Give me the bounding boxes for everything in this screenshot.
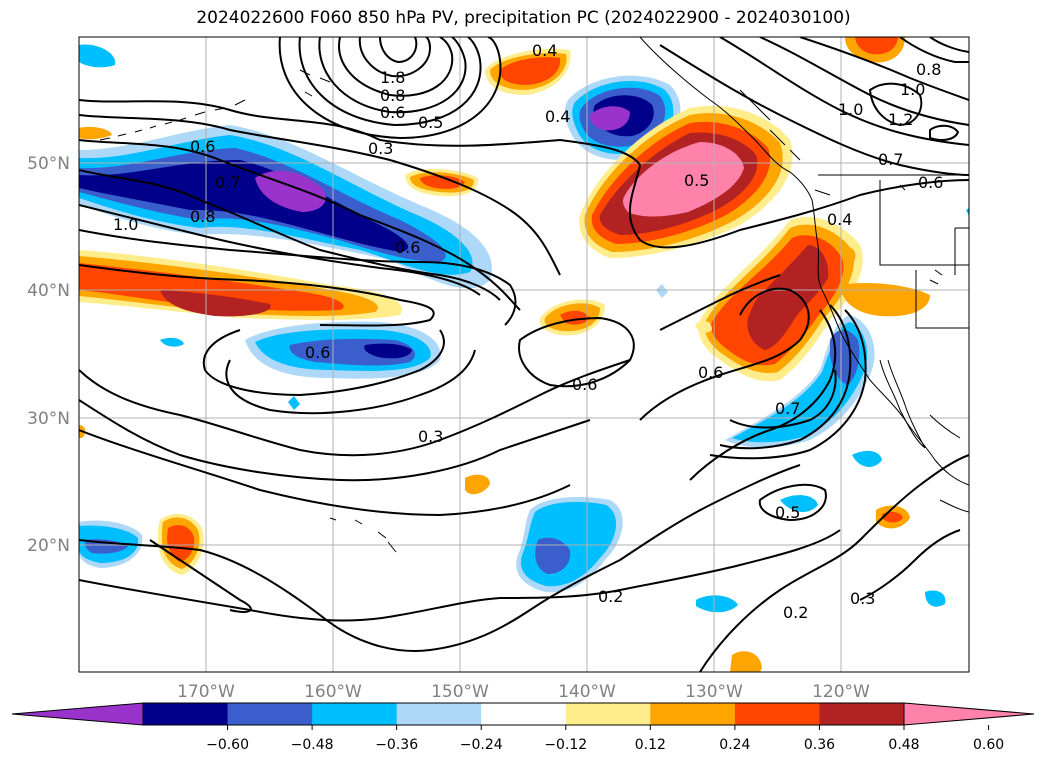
contour-label: 0.8 — [190, 207, 215, 226]
contour-label: 0.5 — [775, 503, 800, 522]
contour-label: 1.2 — [888, 110, 913, 129]
colorbar-swatch — [650, 703, 736, 725]
colorbar-tick-label: −0.12 — [544, 737, 587, 753]
contour-label: 0.6 — [572, 375, 597, 394]
colorbar-tick-label: −0.48 — [291, 737, 334, 753]
colorbar-swatch — [143, 703, 229, 725]
contour-label: 0.6 — [395, 238, 420, 257]
contour-label: 0.3 — [368, 139, 393, 158]
pv-contours — [79, 37, 969, 672]
lon-label-150w: 150°W — [431, 682, 489, 702]
colorbar-tick-label: 0.36 — [804, 737, 835, 753]
contour-label: 0.6 — [305, 343, 330, 362]
contour-label: 0.8 — [916, 60, 941, 79]
colorbar-tick-label: −0.24 — [460, 737, 503, 753]
colorbar-tick-label: 0.60 — [973, 737, 1004, 753]
longitude-labels: 170°W 160°W 150°W 140°W 130°W 120°W — [177, 682, 870, 702]
contour-label: 0.2 — [783, 603, 808, 622]
contour-label: 0.8 — [380, 86, 405, 105]
contour-label: 1.0 — [838, 100, 863, 119]
colorbar-extend-low — [11, 702, 144, 726]
contour-label: 0.7 — [215, 173, 240, 192]
colorbar-tick-label: 0.12 — [635, 737, 666, 753]
colorbar-swatch — [565, 703, 651, 725]
colorbar-tick-label: −0.60 — [206, 737, 249, 753]
colorbar-swatch — [396, 703, 482, 725]
colorbar-tick-label: −0.36 — [375, 737, 418, 753]
colorbar-swatch — [819, 703, 905, 725]
colorbar-swatch — [227, 703, 313, 725]
colorbar-swatch — [481, 703, 567, 725]
pos-blob-small-3 — [465, 474, 490, 495]
colorbar-tick-label: 0.48 — [888, 737, 919, 753]
contour-label: 0.6 — [698, 363, 723, 382]
coastlines — [99, 37, 969, 553]
contour-label: 0.2 — [598, 587, 623, 606]
latitude-labels: 50°N 40°N 30°N 20°N — [27, 154, 70, 556]
colorbar: −0.60 −0.48 −0.36 −0.24 −0.12 0.12 0.24 0.36 0.4… — [11, 702, 1035, 753]
contour-label: 0.7 — [775, 399, 800, 418]
colorbar-swatch — [312, 703, 398, 725]
colorbar-swatch — [734, 703, 820, 725]
lon-label-130w: 130°W — [685, 682, 743, 702]
contour-label: 1.0 — [113, 215, 138, 234]
colorbar-tick-label: 0.24 — [719, 737, 750, 753]
contour-label: 0.3 — [850, 589, 875, 608]
lat-label-50n: 50°N — [27, 154, 70, 174]
contour-label: 0.6 — [380, 103, 405, 122]
contour-label: 0.6 — [918, 173, 943, 192]
lon-label-140w: 140°W — [558, 682, 616, 702]
contour-labels: 0.4 1.8 0.8 0.6 0.5 0.3 0.6 0.7 0.8 1.0 … — [113, 41, 943, 622]
lon-label-170w: 170°W — [177, 682, 235, 702]
colorbar-extend-high — [903, 702, 1035, 726]
contour-label: 1.8 — [380, 68, 405, 87]
map-frame — [78, 36, 970, 673]
contour-label: 0.5 — [684, 171, 709, 190]
lat-label-30n: 30°N — [27, 409, 70, 429]
contour-label: 0.7 — [878, 150, 903, 169]
lat-label-40n: 40°N — [27, 281, 70, 301]
figure-title: 2024022600 F060 850 hPa PV, precipitatio… — [196, 8, 851, 28]
colorbar-frame — [142, 702, 905, 726]
lon-label-120w: 120°W — [812, 682, 870, 702]
lon-label-160w: 160°W — [304, 682, 362, 702]
lat-label-20n: 20°N — [27, 536, 70, 556]
contour-label: 0.6 — [190, 137, 215, 156]
contour-label: 0.3 — [418, 427, 443, 446]
contour-label: 0.5 — [418, 113, 443, 132]
contour-label: 0.4 — [545, 107, 570, 126]
contour-label: 1.0 — [900, 80, 925, 99]
contour-label: 0.4 — [827, 210, 852, 229]
map-content: 0.4 1.8 0.8 0.6 0.5 0.3 0.6 0.7 0.8 1.0 … — [79, 37, 969, 672]
contour-label: 0.4 — [532, 41, 557, 60]
